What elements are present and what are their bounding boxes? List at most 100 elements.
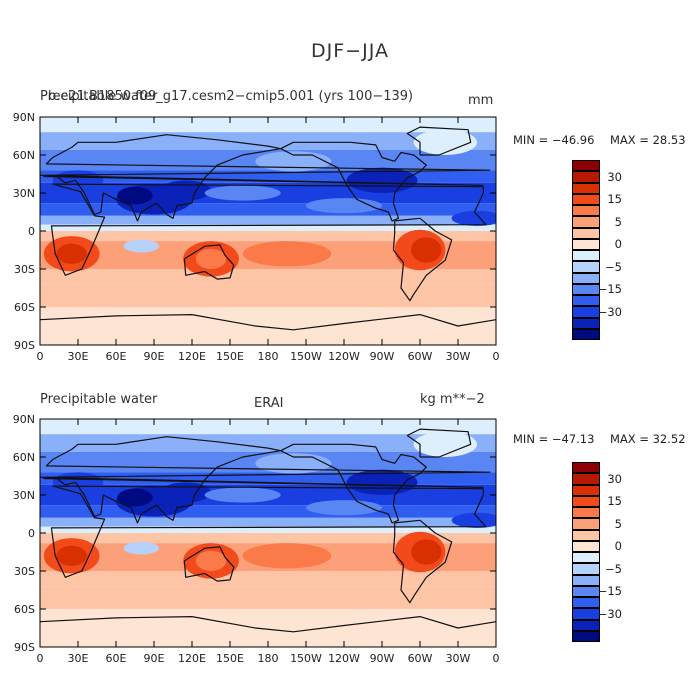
contour-feature xyxy=(56,545,87,566)
coastline xyxy=(280,141,427,222)
coastline xyxy=(40,134,491,222)
lon-label: 30E xyxy=(68,652,89,665)
colorbar-swatch xyxy=(572,563,600,575)
panel-left-title: Precipitable water xyxy=(40,89,158,104)
lon-label: 30W xyxy=(446,652,471,665)
contour-band xyxy=(40,224,496,231)
panel-units: mm xyxy=(468,93,494,108)
contour-feature xyxy=(160,482,212,503)
colorbar-swatch xyxy=(572,574,600,586)
contour-band xyxy=(40,269,496,285)
panel-run-title: b.e21.B1850.f09_g17.cesm2−cmip5.001 (yrs… xyxy=(48,89,414,104)
colorbar-label: −30 xyxy=(597,304,622,319)
lon-label: 60W xyxy=(408,350,433,363)
colorbar-swatch xyxy=(572,540,600,552)
lon-label: 60W xyxy=(408,652,433,665)
coastline xyxy=(50,485,487,578)
colorbar-swatch xyxy=(572,250,600,262)
colorbar-swatch xyxy=(572,295,600,307)
figure-title: DJF−JJA xyxy=(311,40,389,62)
colorbar-label: −5 xyxy=(605,561,622,576)
lat-label: 90S xyxy=(14,641,35,654)
contour-feature xyxy=(123,239,160,253)
lon-label: 150W xyxy=(290,350,322,363)
coastline xyxy=(183,546,235,582)
colorbar-swatch xyxy=(572,227,600,239)
contour-feature xyxy=(255,453,332,474)
contour-band xyxy=(40,505,496,518)
lat-label: 90S xyxy=(14,339,35,352)
contour-band xyxy=(40,284,496,307)
lon-label: 120W xyxy=(328,350,360,363)
colorbar-label: 5 xyxy=(614,214,622,229)
lat-label: 30S xyxy=(14,565,35,578)
contour-band xyxy=(40,517,496,527)
contour-band xyxy=(40,526,496,533)
colorbar-swatch xyxy=(572,630,600,642)
lon-label: 30E xyxy=(68,350,89,363)
contour-feature xyxy=(204,185,281,201)
lon-label: 0 xyxy=(493,652,500,665)
contour-feature xyxy=(52,472,104,493)
contour-feature xyxy=(413,431,478,458)
lon-label: 0 xyxy=(493,350,500,363)
coastline xyxy=(40,436,491,524)
lat-label: 0 xyxy=(28,527,35,540)
colorbar-swatch xyxy=(572,328,600,340)
colorbar-swatch xyxy=(572,619,600,631)
coastline xyxy=(406,428,472,458)
lat-label: 60N xyxy=(13,149,35,162)
coastline xyxy=(392,519,453,604)
contour-band xyxy=(40,609,496,647)
colorbar-swatch xyxy=(572,597,600,609)
colorbar-label: −15 xyxy=(597,282,622,297)
lat-label: 60S xyxy=(14,603,35,616)
lon-label: 180 xyxy=(258,652,279,665)
lon-label: 120W xyxy=(328,652,360,665)
lon-label: 180 xyxy=(258,350,279,363)
colorbar-label: 0 xyxy=(614,539,622,554)
colorbar-swatch xyxy=(572,484,600,496)
lon-label: 90E xyxy=(144,652,165,665)
colorbar-swatch xyxy=(572,529,600,541)
contour-feature xyxy=(411,237,442,263)
contour-feature xyxy=(451,210,496,226)
coastline xyxy=(40,314,496,331)
panel-units: kg m**−2 xyxy=(420,392,485,407)
contour-band xyxy=(40,571,496,587)
lat-label: 60S xyxy=(14,301,35,314)
lon-label: 90W xyxy=(370,652,395,665)
colorbar-label: 15 xyxy=(607,192,622,207)
lon-label: 90E xyxy=(144,350,165,363)
colorbar-swatch xyxy=(572,552,600,564)
min-value: MIN = −47.13 xyxy=(513,432,595,446)
lat-label: 90N xyxy=(13,111,35,124)
coastline xyxy=(392,217,453,302)
contour-feature xyxy=(413,129,478,155)
colorbar xyxy=(572,462,600,642)
lat-label: 60N xyxy=(13,451,35,464)
colorbar-swatch xyxy=(572,182,600,194)
lat-label: 90N xyxy=(13,413,35,426)
colorbar-label: −5 xyxy=(605,259,622,274)
colorbar-swatch xyxy=(572,608,600,620)
colorbar-label: 30 xyxy=(607,471,622,486)
min-value: MIN = −46.96 xyxy=(513,133,595,147)
contour-band xyxy=(40,231,496,242)
lon-label: 120E xyxy=(178,652,206,665)
colorbar-swatch xyxy=(572,160,600,172)
lat-label: 30S xyxy=(14,263,35,276)
colorbar-swatch xyxy=(572,518,600,530)
lon-label: 60E xyxy=(106,350,127,363)
lon-label: 0 xyxy=(37,652,44,665)
contour-band xyxy=(40,215,496,225)
lon-label: 120E xyxy=(178,350,206,363)
lon-label: 60E xyxy=(106,652,127,665)
colorbar-swatch xyxy=(572,462,600,474)
lat-label: 30N xyxy=(13,187,35,200)
contour-feature xyxy=(195,550,227,571)
max-value: MAX = 28.53 xyxy=(610,133,686,147)
contour-feature xyxy=(204,487,281,503)
